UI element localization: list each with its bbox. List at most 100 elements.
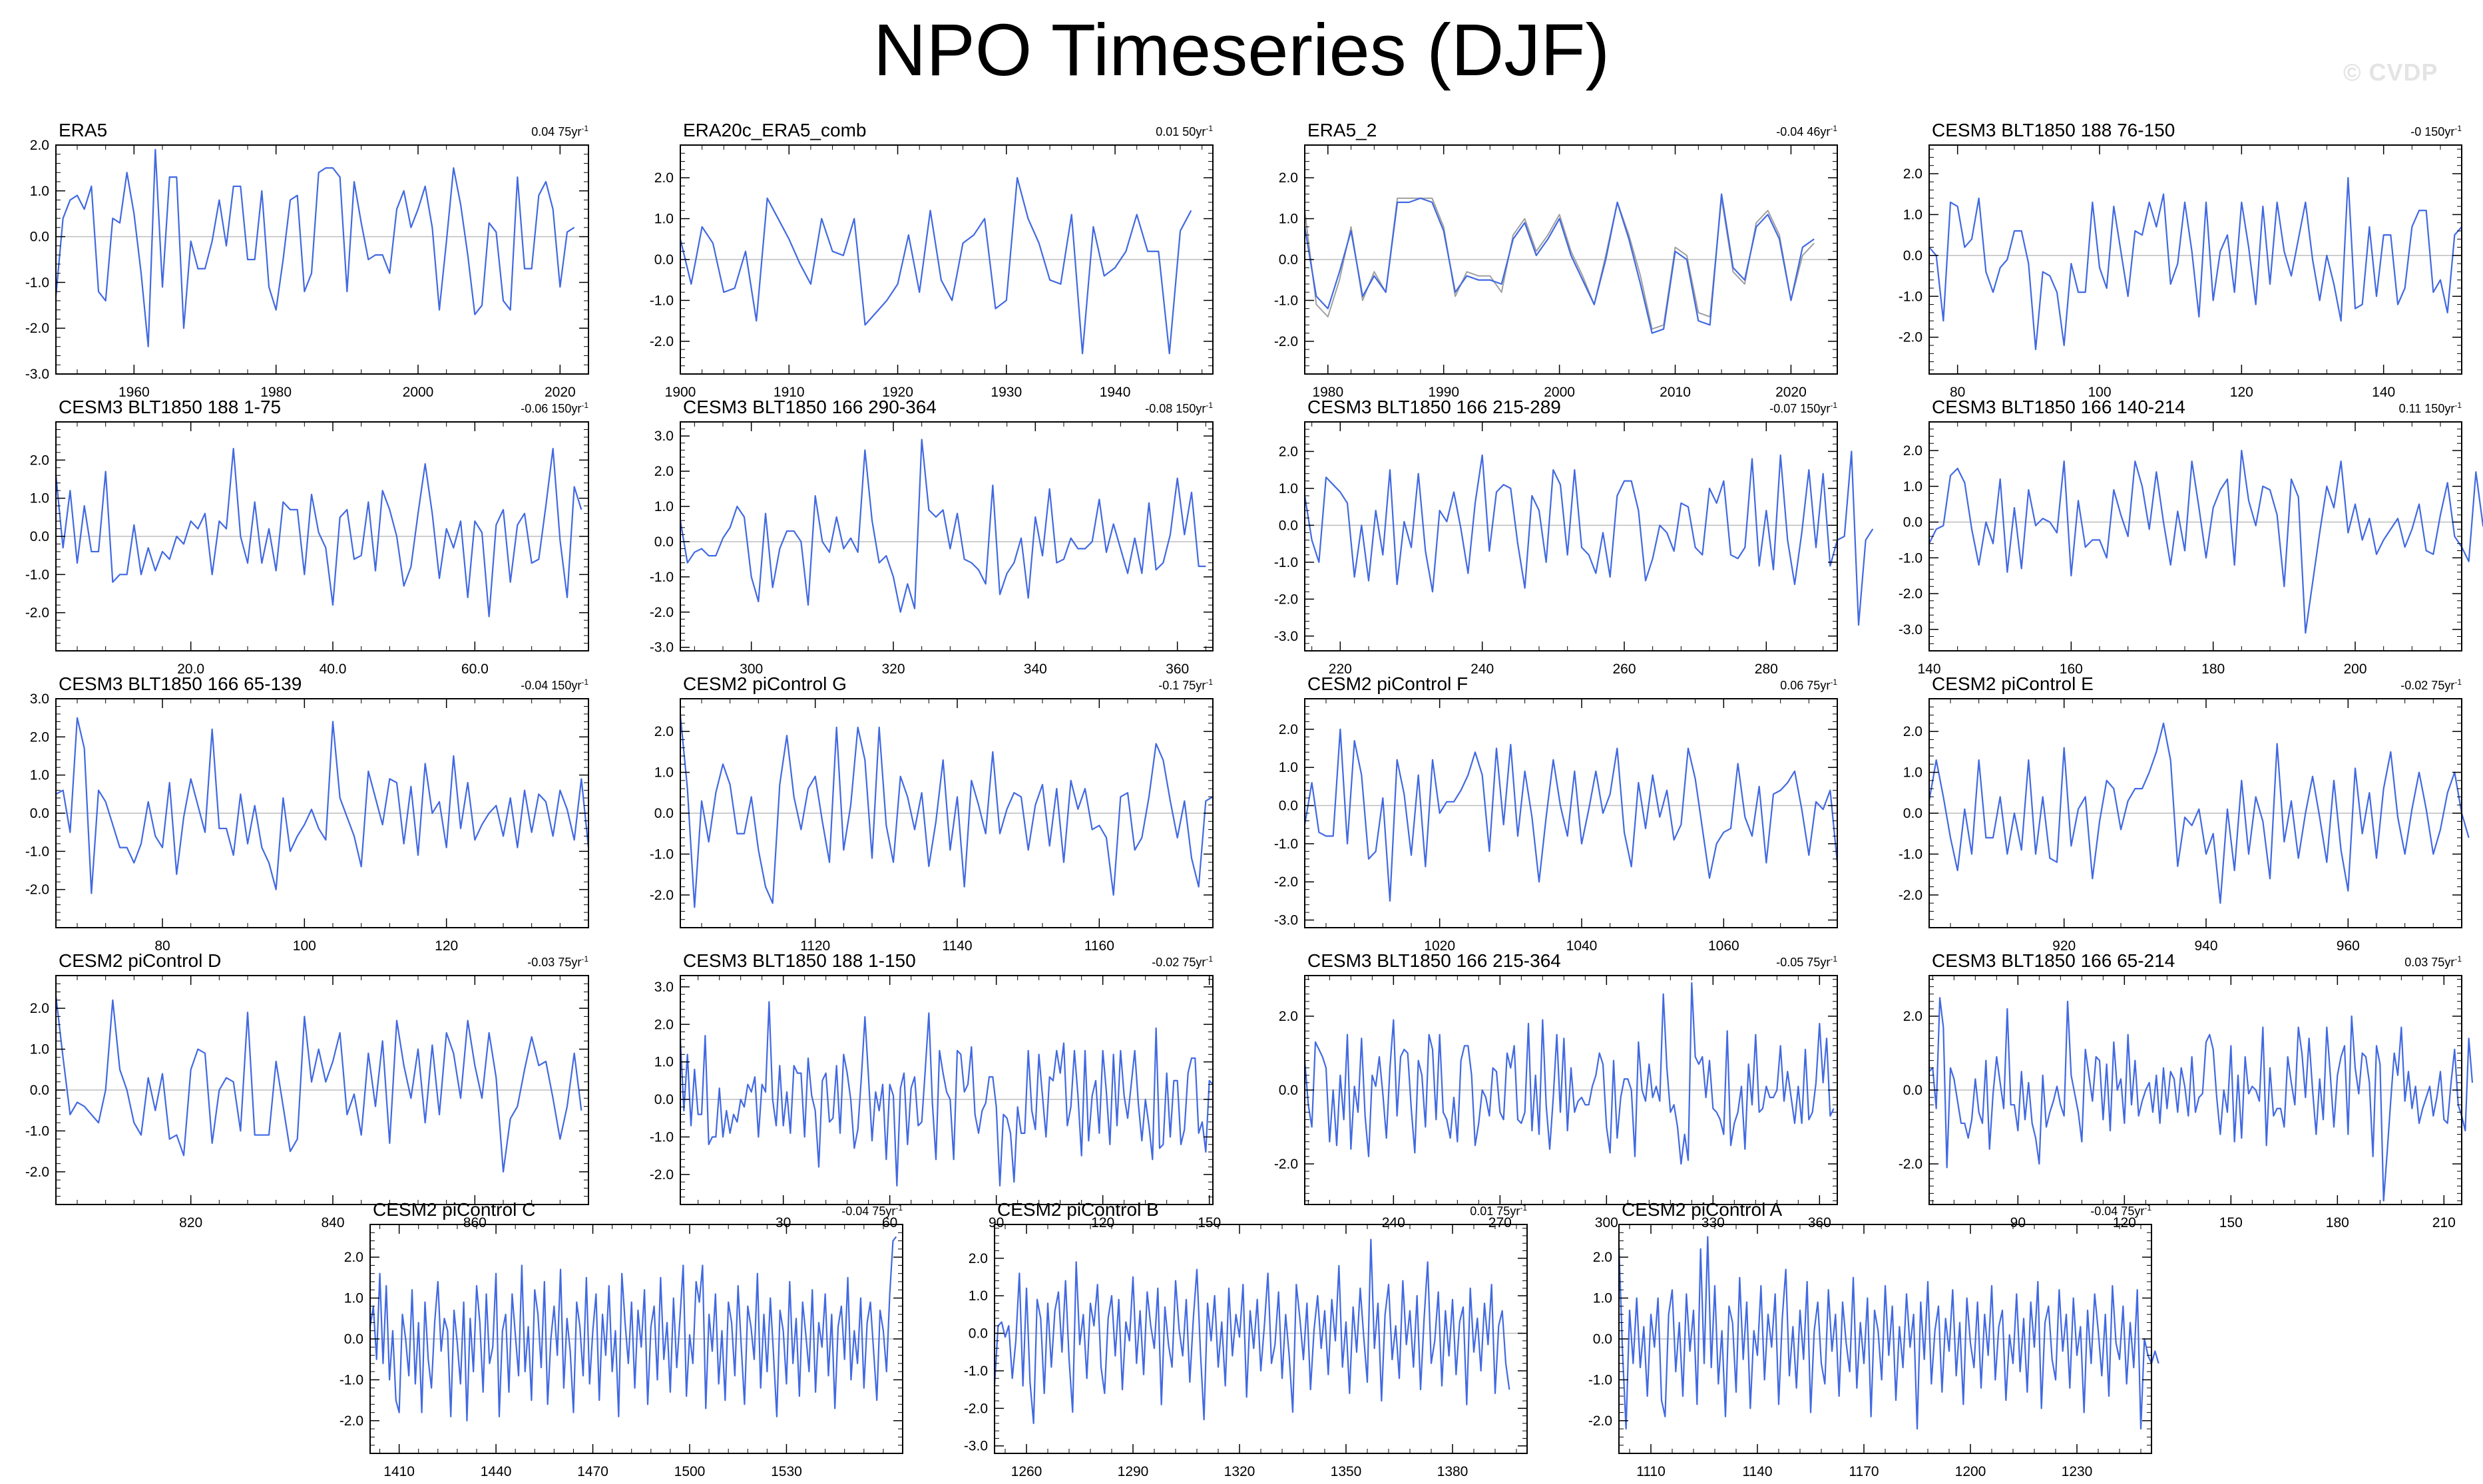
- x-tick-label: 120: [2113, 1215, 2136, 1230]
- trend-label: -0.02 75yr-1: [1013, 954, 1213, 970]
- x-tick-label: 40.0: [320, 661, 347, 677]
- series-line: [679, 177, 1192, 355]
- y-tick-label: 0.0: [30, 230, 49, 245]
- x-tick-label: 340: [1024, 661, 1047, 677]
- y-tick-label: 1.0: [30, 768, 49, 783]
- panel-4: 2.0 1.0 0.0 -1.0 -2.0 80 100 120 140 CESM3 BLT185…: [1873, 118, 2479, 400]
- trend-exponent: -1: [2454, 124, 2462, 133]
- panel-title: CESM3 BLT1850 166 65-214: [1932, 950, 2175, 971]
- panel-6: 3.0 2.0 1.0 0.0 -1.0 -2.0 -3.0 300 320 340 360 CESM…: [624, 395, 1230, 677]
- y-tick-label: 1.0: [969, 1288, 988, 1304]
- x-tick-label: 80: [154, 938, 170, 954]
- y-tick-label: -3.0: [650, 640, 674, 655]
- x-tick-label: 1040: [1566, 938, 1598, 954]
- y-tick-label: -1.0: [25, 275, 49, 290]
- x-tick-label: 1230: [2062, 1464, 2093, 1479]
- trend-text: 0.06 75yr: [1780, 679, 1831, 692]
- x-tick-label: 1140: [1742, 1464, 1772, 1479]
- y-tick-label: 1.0: [1903, 765, 1922, 781]
- timeseries-plot: 2.0 0.0 -2.0 90 120 150 180 210: [1899, 975, 2474, 1230]
- x-tick-label: 160: [2060, 661, 2083, 677]
- trend-label: -0.04 46yr-1: [1638, 124, 1837, 139]
- timeseries-plot: 2.0 0.0 -2.0 240 270 300 330 360: [1274, 975, 1838, 1230]
- y-tick-label: 0.0: [30, 529, 49, 544]
- timeseries-plot: 2.0 1.0 0.0 -1.0 -2.0 1110 1140 1170 1200 1230: [1588, 1224, 2159, 1479]
- panel-14: 3.0 2.0 1.0 0.0 -1.0 -2.0 30 60 90 120 150 CESM3 BL…: [624, 949, 1230, 1230]
- plot-frame: [680, 421, 1214, 651]
- trend-text: 0.04 75yr: [531, 125, 582, 138]
- y-tick-label: -2.0: [1274, 592, 1298, 607]
- trend-label: 0.11 150yr-1: [2262, 401, 2462, 416]
- trend-text: -0.05 75yr: [1776, 956, 1831, 969]
- trend-exponent: -1: [1206, 124, 1213, 133]
- trend-text: -0.04 75yr: [2090, 1205, 2145, 1218]
- series-line: [1618, 1236, 2159, 1430]
- panel-title: CESM3 BLT1850 188 76-150: [1932, 120, 2175, 140]
- timeseries-plot: 2.0 1.0 0.0 -1.0 -2.0 80 100 120 140: [1899, 144, 2462, 400]
- x-tick-label: 1440: [481, 1464, 512, 1479]
- timeseries-plot: 2.0 1.0 0.0 -1.0 -2.0 1120 1140 1160: [650, 698, 1214, 954]
- y-tick-label: -3.0: [964, 1439, 988, 1454]
- panel-12: 2.0 1.0 0.0 -1.0 -2.0 920 940 960 CESM2 piContro…: [1873, 672, 2479, 954]
- y-tick-label: 0.0: [1903, 248, 1922, 264]
- y-tick-label: 0.0: [654, 806, 674, 821]
- plot-frame: [1928, 144, 2462, 375]
- trend-text: -0.03 75yr: [527, 956, 582, 969]
- panel-10: 2.0 1.0 0.0 -1.0 -2.0 1120 1140 1160 CESM2 piCon…: [624, 672, 1230, 954]
- x-tick-label: 200: [2343, 661, 2367, 677]
- panel-title: CESM3 BLT1850 166 290-364: [683, 397, 937, 417]
- x-tick-label: 300: [1595, 1215, 1618, 1230]
- series-line: [369, 1236, 897, 1421]
- trend-label: 0.01 50yr-1: [1013, 124, 1213, 139]
- y-tick-label: -2.0: [339, 1413, 363, 1429]
- y-tick-label: -2.0: [25, 321, 49, 336]
- y-tick-label: 2.0: [1279, 722, 1298, 737]
- trend-exponent: -1: [581, 677, 588, 687]
- y-tick-label: -1.0: [25, 844, 49, 859]
- trend-exponent: -1: [2454, 401, 2462, 410]
- y-tick-label: 2.0: [1279, 444, 1298, 459]
- trend-label: -0.08 150yr-1: [1013, 401, 1213, 416]
- trend-exponent: -1: [1830, 954, 1837, 964]
- x-tick-label: 1530: [771, 1464, 802, 1479]
- series-line: [1304, 197, 1815, 330]
- y-tick-label: -2.0: [650, 605, 674, 620]
- timeseries-plot: 2.0 1.0 0.0 -1.0 -2.0 820 840 860: [25, 975, 589, 1230]
- y-tick-label: 0.0: [654, 1092, 674, 1107]
- trend-exponent: -1: [2454, 677, 2462, 687]
- panel-16: 2.0 0.0 -2.0 90 120 150 180 210 CESM3 BLT1850 16…: [1873, 949, 2479, 1230]
- y-tick-label: 2.0: [30, 1001, 49, 1016]
- x-tick-label: 1290: [1118, 1464, 1149, 1479]
- y-tick-label: 1.0: [344, 1291, 363, 1306]
- timeseries-plot: 2.0 1.0 0.0 -1.0 -2.0 1410 1440 1470 1500 1530: [339, 1224, 903, 1479]
- trend-label: -0.07 150yr-1: [1638, 401, 1837, 416]
- trend-text: -0.07 150yr: [1769, 402, 1831, 415]
- panel-title: ERA5: [59, 120, 108, 140]
- y-tick-label: 2.0: [1279, 170, 1298, 186]
- trend-text: 0.01 50yr: [1156, 125, 1206, 138]
- x-tick-label: 30: [776, 1215, 791, 1230]
- x-tick-label: 90: [989, 1215, 1004, 1230]
- trend-label: -0.03 75yr-1: [389, 954, 588, 970]
- timeseries-plot: 2.0 1.0 0.0 -1.0 -2.0 1980 1990 2000 2010 2020: [1274, 144, 1838, 400]
- series-line: [1928, 997, 2474, 1202]
- timeseries-plot: 3.0 2.0 1.0 0.0 -1.0 -2.0 -3.0 300 320 340 360: [650, 421, 1214, 677]
- y-tick-label: -2.0: [1899, 586, 1922, 602]
- y-tick-label: -3.0: [1274, 629, 1298, 644]
- y-tick-label: 1.0: [1903, 207, 1922, 222]
- x-tick-label: 140: [2372, 385, 2395, 400]
- x-tick-label: 1120: [800, 938, 830, 954]
- timeseries-plot: 2.0 1.0 0.0 -1.0 -2.0 20.0 40.0 60.0: [25, 421, 589, 677]
- y-tick-label: 1.0: [30, 491, 49, 506]
- panel-11: 2.0 1.0 0.0 -1.0 -2.0 -3.0 1020 1040 1060 CESM2 p…: [1249, 672, 1855, 954]
- trend-exponent: -1: [1830, 124, 1837, 133]
- series-line: [55, 996, 582, 1173]
- series-line: [679, 1001, 1214, 1187]
- trend-label: -0.06 150yr-1: [389, 401, 588, 416]
- series-line: [1928, 449, 2483, 634]
- y-tick-label: 0.0: [1903, 1083, 1922, 1098]
- y-tick-label: 3.0: [30, 691, 49, 707]
- y-tick-label: 2.0: [654, 1017, 674, 1032]
- y-tick-label: -2.0: [1274, 334, 1298, 349]
